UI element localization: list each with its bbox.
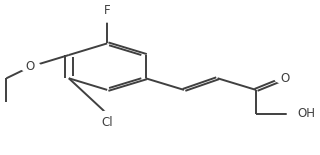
Circle shape (287, 109, 308, 119)
Text: O: O (280, 72, 289, 85)
Text: O: O (26, 60, 35, 73)
Circle shape (97, 111, 117, 121)
Text: OH: OH (298, 107, 316, 120)
Text: F: F (104, 4, 110, 17)
Text: Cl: Cl (101, 116, 113, 129)
Circle shape (275, 73, 295, 83)
Circle shape (20, 62, 41, 72)
Circle shape (97, 12, 117, 22)
